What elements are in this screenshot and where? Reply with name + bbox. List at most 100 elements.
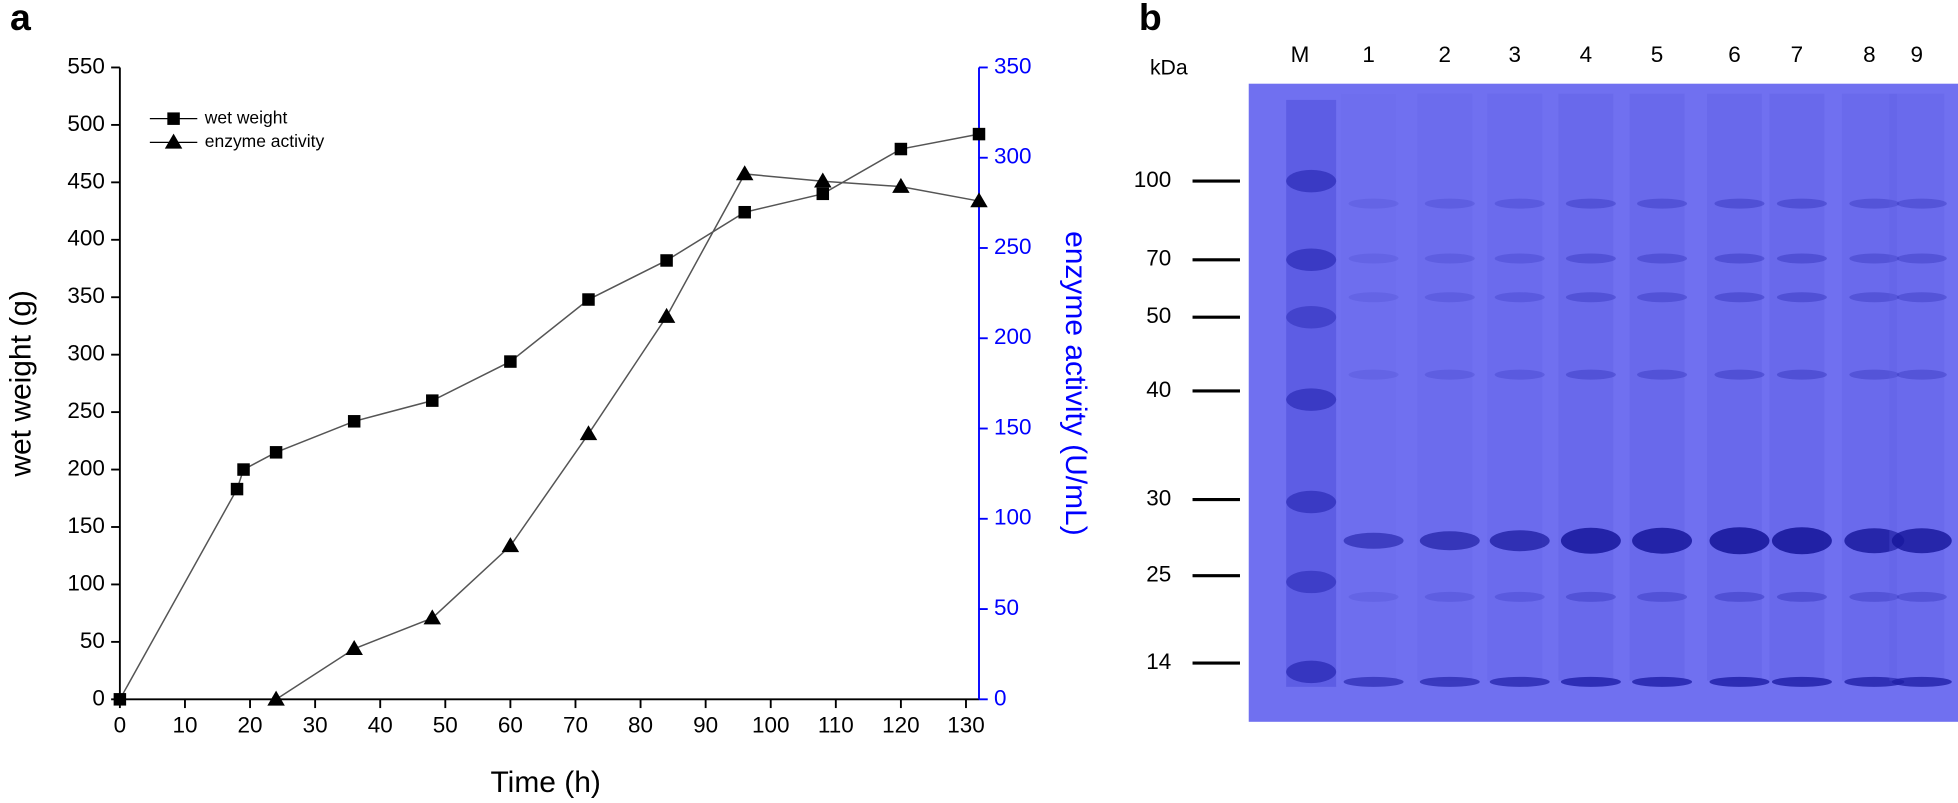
minor-band bbox=[1637, 369, 1688, 380]
y2-tick-label: 300 bbox=[994, 144, 1031, 169]
minor-band bbox=[1896, 292, 1947, 303]
minor-band bbox=[1494, 292, 1545, 303]
lane-label: 6 bbox=[1728, 42, 1741, 67]
y-tick-label: 250 bbox=[67, 398, 105, 423]
marker bbox=[970, 192, 988, 208]
y-tick-label: 400 bbox=[67, 226, 105, 251]
minor-band bbox=[1348, 253, 1399, 264]
lane-smear bbox=[1769, 93, 1825, 681]
legend-item: wet weight bbox=[149, 107, 288, 127]
marker bbox=[167, 112, 180, 125]
y2-tick-label: 50 bbox=[994, 595, 1019, 620]
marker bbox=[735, 165, 754, 181]
minor-band bbox=[1776, 292, 1827, 303]
y2-tick-label: 100 bbox=[994, 505, 1031, 530]
y-tick-label: 100 bbox=[67, 570, 105, 595]
x-tick-label: 100 bbox=[752, 713, 790, 738]
marker bbox=[269, 446, 283, 459]
y2-tick-label: 150 bbox=[994, 414, 1031, 439]
x-tick-label: 70 bbox=[563, 713, 588, 738]
minor-band bbox=[1565, 198, 1616, 209]
unit-label: kDa bbox=[1150, 56, 1188, 79]
y-tick-label: 200 bbox=[67, 455, 105, 480]
marker bbox=[347, 415, 361, 428]
legend-label: wet weight bbox=[204, 107, 288, 127]
marker bbox=[892, 177, 910, 193]
marker bbox=[657, 307, 676, 323]
marker bbox=[426, 394, 439, 407]
marker-size-label: 70 bbox=[1146, 246, 1171, 271]
marker bbox=[423, 609, 442, 625]
marker-size-label: 100 bbox=[1134, 167, 1171, 192]
marker-size-label: 50 bbox=[1146, 303, 1171, 328]
minor-band bbox=[1714, 198, 1765, 209]
panel-label: b bbox=[1139, 0, 1162, 38]
low-band bbox=[1343, 676, 1404, 687]
marker-size-label: 14 bbox=[1146, 649, 1171, 674]
main-band bbox=[1891, 528, 1952, 554]
minor-band bbox=[1849, 292, 1900, 303]
y-tick-label: 50 bbox=[80, 628, 105, 653]
marker bbox=[345, 640, 363, 656]
minor-band bbox=[1424, 253, 1475, 264]
marker bbox=[579, 425, 598, 441]
legend-item: enzyme activity bbox=[149, 131, 324, 151]
marker bbox=[972, 127, 986, 141]
minor-band bbox=[1896, 591, 1947, 602]
minor-band bbox=[1424, 591, 1475, 602]
marker-size-label: 40 bbox=[1146, 377, 1171, 402]
lane-smear bbox=[1889, 93, 1945, 681]
main-band bbox=[1489, 530, 1550, 552]
lane-label: 9 bbox=[1911, 42, 1924, 67]
minor-band bbox=[1849, 253, 1900, 264]
gel-image bbox=[1248, 83, 1958, 722]
main-band bbox=[1560, 527, 1621, 554]
minor-band bbox=[1849, 198, 1900, 209]
low-band bbox=[1419, 676, 1480, 687]
minor-band bbox=[1494, 369, 1545, 380]
y2-tick-label: 250 bbox=[994, 234, 1031, 259]
minor-band bbox=[1494, 253, 1545, 264]
marker bbox=[738, 205, 751, 219]
x-tick-label: 40 bbox=[368, 713, 393, 738]
marker bbox=[504, 355, 517, 368]
low-band bbox=[1844, 676, 1905, 687]
y-tick-label: 350 bbox=[67, 283, 105, 308]
y-tick-label: 450 bbox=[67, 168, 105, 193]
lane-smear bbox=[1707, 93, 1762, 681]
minor-band bbox=[1565, 591, 1616, 602]
main-band bbox=[1709, 527, 1770, 555]
marker bbox=[894, 142, 908, 156]
x-tick-label: 90 bbox=[693, 713, 718, 738]
marker bbox=[113, 693, 127, 706]
minor-band bbox=[1565, 292, 1616, 303]
minor-band bbox=[1637, 292, 1688, 303]
marker-size-label: 30 bbox=[1146, 485, 1171, 510]
lane-smear bbox=[1629, 93, 1685, 681]
x-tick-label: 0 bbox=[114, 713, 127, 738]
marker bbox=[582, 293, 595, 306]
minor-band bbox=[1348, 292, 1399, 303]
minor-band bbox=[1714, 369, 1765, 380]
x-tick-label: 80 bbox=[628, 713, 653, 738]
minor-band bbox=[1565, 369, 1616, 380]
x-tick-label: 30 bbox=[303, 713, 328, 738]
marker bbox=[237, 463, 250, 476]
y-tick-label: 500 bbox=[67, 111, 105, 136]
minor-band bbox=[1494, 591, 1545, 602]
y-tick-label: 300 bbox=[67, 341, 105, 366]
marker bbox=[660, 254, 673, 267]
lane-label: 3 bbox=[1508, 42, 1521, 67]
minor-band bbox=[1714, 253, 1765, 264]
main-band bbox=[1844, 528, 1905, 554]
x-tick-label: 50 bbox=[433, 713, 458, 738]
low-band bbox=[1891, 676, 1952, 687]
minor-band bbox=[1776, 369, 1827, 380]
lane-smear bbox=[1841, 93, 1897, 681]
minor-band bbox=[1896, 369, 1947, 380]
minor-band bbox=[1776, 591, 1827, 602]
main-band bbox=[1771, 527, 1832, 555]
minor-band bbox=[1348, 591, 1399, 602]
y2-axis-title: enzyme activity (U/mL) bbox=[1059, 231, 1092, 536]
